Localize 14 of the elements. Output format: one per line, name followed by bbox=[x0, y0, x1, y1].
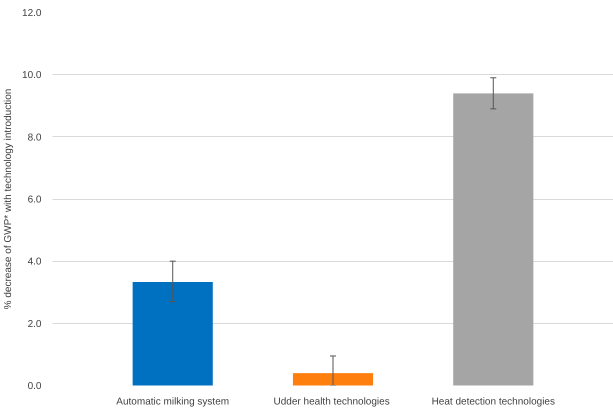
x-tick-label: Automatic milking system bbox=[116, 396, 230, 408]
y-tick-label: 4.0 bbox=[28, 256, 42, 268]
x-tick-label: Udder health technologies bbox=[274, 396, 390, 408]
y-tick-label: 6.0 bbox=[28, 194, 42, 206]
y-tick-label: 0.0 bbox=[28, 381, 42, 392]
bar bbox=[453, 93, 534, 386]
y-tick-label: 10.0 bbox=[22, 70, 42, 82]
bar bbox=[292, 373, 374, 386]
x-tick-label: Heat detection technologies bbox=[432, 396, 555, 408]
bar bbox=[132, 282, 213, 386]
y-axis-title: % decrease of GWP* with technology introduction bbox=[3, 88, 14, 310]
y-tick-label: 8.0 bbox=[28, 132, 42, 144]
y-tick-label: 12.0 bbox=[22, 8, 42, 19]
y-tick-label: 2.0 bbox=[28, 318, 42, 330]
